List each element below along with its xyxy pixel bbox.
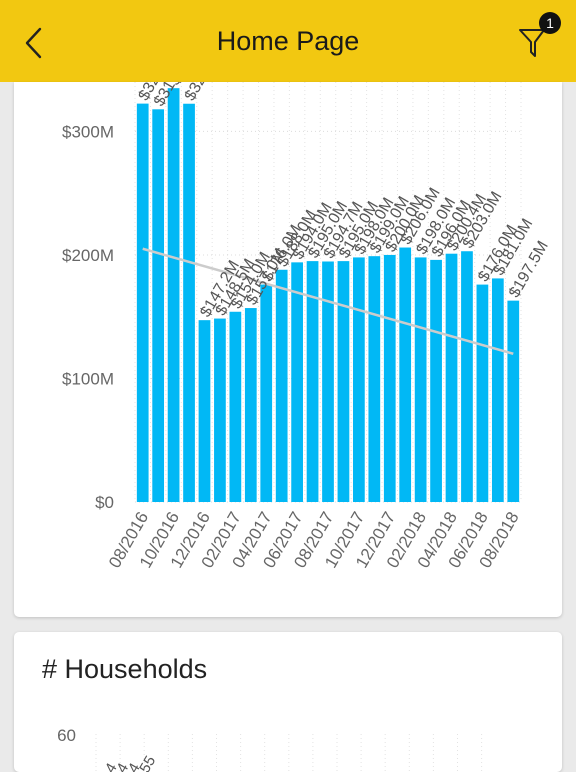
revenue-chart-card: $0$100M$200M$300M $322.5M$317.9M$335.0M$… (14, 26, 562, 617)
bar-01/2018 (399, 247, 412, 502)
bar-02/2017 (229, 311, 242, 502)
bar-08/2016 (136, 103, 149, 502)
back-arrow-icon[interactable] (18, 24, 52, 62)
y-tick-label: $100M (62, 369, 114, 388)
bar-10/2016 (167, 88, 180, 503)
households-data-label: 4 (125, 760, 144, 772)
data-label: $322.4M (182, 82, 228, 104)
households-card: # Households 60 4 4 4 55 (14, 632, 562, 772)
households-y-tick: 60 (57, 726, 76, 745)
bar-09/2016 (152, 109, 165, 503)
bar-03/2017 (244, 308, 257, 502)
bar-05/2017 (275, 269, 288, 502)
bar-12/2016 (198, 320, 211, 502)
y-tick-label: $0 (95, 493, 114, 512)
bar-04/2018 (445, 253, 458, 502)
bar-05/2018 (461, 251, 473, 502)
app-header: Home Page 1 (0, 0, 576, 82)
filter-count-badge: 1 (539, 12, 561, 34)
bar-02/2018 (414, 257, 427, 502)
bar-10/2017 (353, 257, 365, 502)
bar-01/2017 (214, 318, 226, 502)
chart-bars (136, 88, 520, 503)
page-title: Home Page (216, 26, 360, 56)
trend-line-layer (142, 247, 514, 355)
y-tick-label: $200M (62, 246, 114, 265)
bar-04/2017 (260, 284, 273, 502)
households-data-label: 4 (102, 760, 121, 772)
y-axis-labels: $0 $100M $200M $300M (62, 122, 114, 512)
bar-08/2018 (507, 300, 520, 502)
households-data-label: 55 (136, 753, 159, 772)
y-tick-label: $300M (62, 122, 114, 141)
households-title: # Households (42, 654, 208, 684)
bar-03/2018 (430, 259, 442, 502)
bar-08/2017 (322, 261, 334, 502)
households-data-label: 4 (113, 760, 132, 772)
revenue-bar-chart: $0$100M$200M$300M $322.5M$317.9M$335.0M$… (62, 26, 552, 572)
x-axis-labels: 08/201610/201612/201602/201704/201706/20… (105, 509, 523, 572)
bar-12/2017 (383, 254, 396, 502)
bar-11/2017 (368, 256, 381, 502)
bar-06/2017 (291, 262, 303, 502)
bar-07/2017 (306, 261, 319, 502)
bar-06/2018 (476, 284, 489, 502)
bar-09/2017 (337, 261, 350, 502)
trend-line (142, 247, 514, 355)
bar-07/2018 (491, 278, 504, 502)
bar-11/2016 (183, 103, 195, 502)
